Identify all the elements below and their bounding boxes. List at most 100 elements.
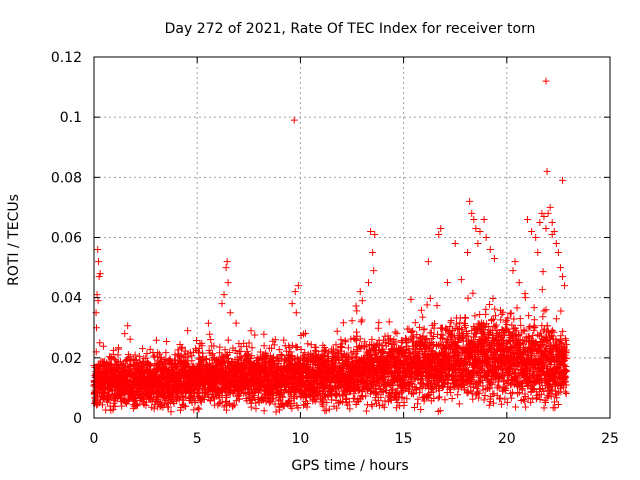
data-point — [385, 318, 393, 326]
data-point — [480, 396, 488, 404]
data-point — [433, 302, 441, 310]
data-point — [375, 319, 383, 327]
data-point — [251, 331, 259, 339]
data-point — [193, 337, 201, 345]
data-point — [232, 319, 240, 327]
data-point — [488, 316, 496, 324]
data-point — [407, 295, 415, 303]
data-point — [454, 391, 462, 399]
data-point — [147, 362, 155, 370]
data-point — [130, 360, 138, 368]
data-point — [252, 405, 260, 413]
data-point — [195, 405, 203, 413]
data-point — [489, 295, 497, 303]
data-point — [469, 395, 477, 403]
data-point — [462, 314, 470, 322]
data-point — [419, 313, 427, 321]
data-point — [400, 401, 408, 409]
data-point — [195, 348, 203, 356]
data-point — [180, 396, 188, 404]
data-point — [115, 345, 123, 353]
data-point — [207, 336, 215, 344]
data-point — [443, 278, 451, 286]
data-point — [174, 346, 182, 354]
data-point — [194, 404, 202, 412]
data-point — [333, 327, 341, 335]
data-point — [491, 305, 499, 313]
data-point — [167, 408, 175, 416]
data-point — [110, 346, 118, 354]
data-point — [357, 318, 365, 326]
data-point — [111, 355, 119, 363]
data-point — [94, 400, 102, 408]
data-point — [280, 336, 288, 344]
data-point — [247, 403, 255, 411]
data-point — [434, 394, 442, 402]
data-point — [391, 328, 399, 336]
data-point — [182, 402, 190, 410]
data-point — [150, 352, 158, 360]
data-point — [464, 294, 472, 302]
data-point — [133, 402, 141, 410]
data-point — [126, 335, 134, 343]
data-point — [417, 306, 425, 314]
data-point — [437, 331, 445, 339]
data-point — [208, 350, 216, 358]
data-point — [352, 302, 360, 310]
data-point — [190, 406, 198, 414]
data-point — [142, 354, 150, 362]
data-point — [423, 301, 431, 309]
data-point — [206, 330, 214, 338]
data-point — [376, 402, 384, 410]
data-point — [420, 325, 428, 333]
data-point — [486, 300, 494, 308]
data-point — [411, 319, 419, 327]
data-point — [177, 345, 185, 353]
data-point — [152, 336, 160, 344]
data-point — [471, 312, 479, 320]
data-point — [348, 317, 356, 325]
data-point — [163, 400, 171, 408]
data-point — [143, 350, 151, 358]
data-point — [151, 360, 159, 368]
data-point — [482, 305, 490, 313]
data-point — [163, 338, 171, 346]
chart-title: Day 272 of 2021, Rate Of TEC Index for r… — [165, 21, 536, 37]
data-point — [121, 330, 129, 338]
data-point — [99, 342, 107, 350]
data-point — [260, 407, 268, 415]
data-point — [358, 316, 366, 324]
data-point — [204, 319, 212, 327]
data-point — [304, 340, 312, 348]
data-point — [455, 400, 463, 408]
data-point — [177, 352, 185, 360]
data-point — [272, 408, 280, 416]
data-point — [362, 407, 370, 415]
data-point — [224, 336, 232, 344]
data-point — [198, 342, 206, 350]
data-point — [203, 355, 211, 363]
data-point — [184, 327, 192, 335]
data-point — [353, 307, 361, 315]
data-point — [188, 352, 196, 360]
data-point — [162, 349, 170, 357]
data-point — [417, 405, 425, 413]
data-point — [392, 404, 400, 412]
data-point — [98, 401, 106, 409]
data-point — [469, 289, 477, 297]
data-point — [131, 351, 139, 359]
data-point — [339, 319, 347, 327]
data-point — [154, 349, 162, 357]
data-point — [491, 323, 499, 331]
data-point — [178, 343, 186, 351]
data-point — [206, 397, 214, 405]
data-point — [393, 329, 401, 337]
data-point — [396, 402, 404, 410]
data-point — [260, 330, 268, 338]
data-point — [448, 394, 456, 402]
data-point — [111, 402, 119, 410]
data-point — [143, 398, 151, 406]
data-point — [275, 346, 283, 354]
data-point — [426, 294, 434, 302]
data-point — [410, 403, 418, 411]
